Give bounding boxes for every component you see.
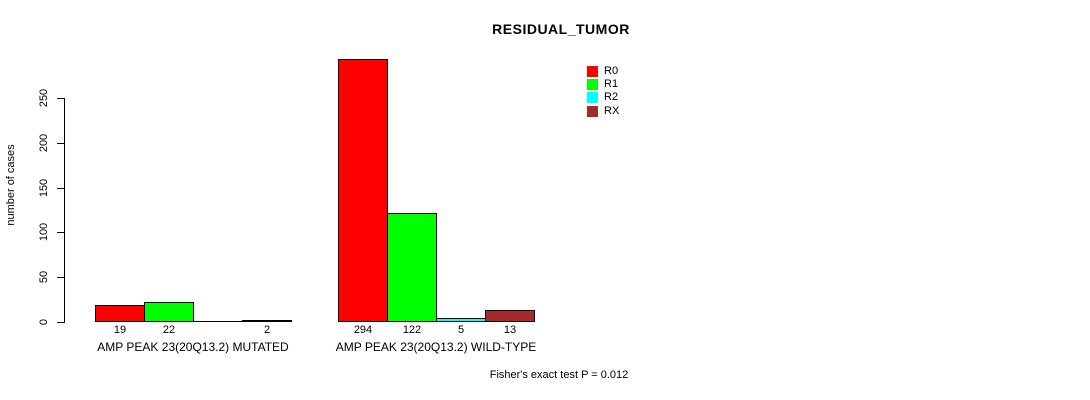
- y-axis-tick-label: 100: [38, 222, 50, 242]
- bar-value-label: 122: [402, 324, 422, 336]
- bar-r1-group2: [387, 213, 437, 322]
- legend-label-r1: R1: [604, 78, 619, 90]
- bar-value-label: 13: [503, 324, 517, 336]
- legend-label-rx: RX: [604, 105, 620, 117]
- y-axis-title: number of cases: [5, 144, 17, 226]
- bar-r0-group1: [95, 305, 145, 322]
- bar-value-label: 22: [162, 324, 176, 336]
- y-axis-tick-label: 250: [38, 88, 50, 108]
- bar-value-label: 19: [113, 324, 127, 336]
- bar-value-label: 2: [263, 324, 271, 336]
- y-axis-tick: [57, 98, 64, 99]
- bar-rx-group1: [242, 320, 292, 322]
- legend-swatch-r0: [587, 66, 598, 77]
- y-axis-line: [64, 98, 65, 323]
- legend-label-r2: R2: [604, 91, 619, 103]
- x-category-label: AMP PEAK 23(20Q13.2) WILD-TYPE: [335, 340, 537, 354]
- y-axis-tick-label: 200: [38, 133, 50, 153]
- bar-r2-group2: [436, 318, 486, 322]
- y-axis-tick: [57, 322, 64, 323]
- bar-r2-group1: [193, 321, 243, 322]
- y-axis-tick: [57, 277, 64, 278]
- bar-value-label: 294: [353, 324, 373, 336]
- chart-title: RESIDUAL_TUMOR: [492, 21, 630, 37]
- bar-r1-group1: [144, 302, 194, 322]
- y-axis-tick: [57, 232, 64, 233]
- y-axis-tick-label: 150: [38, 178, 50, 198]
- legend-swatch-r1: [587, 79, 598, 90]
- y-axis-tick-label: 50: [38, 270, 50, 284]
- bar-rx-group2: [485, 310, 535, 322]
- legend-swatch-r2: [587, 92, 598, 103]
- stat-annotation: Fisher's exact test P = 0.012: [489, 369, 629, 381]
- bar-value-label: 5: [457, 324, 465, 336]
- legend-swatch-rx: [587, 106, 598, 117]
- legend-label-r0: R0: [604, 65, 619, 77]
- y-axis-tick: [57, 188, 64, 189]
- y-axis-tick: [57, 143, 64, 144]
- y-axis-tick-label: 0: [38, 318, 50, 326]
- bar-r0-group2: [338, 59, 388, 322]
- x-category-label: AMP PEAK 23(20Q13.2) MUTATED: [97, 340, 289, 354]
